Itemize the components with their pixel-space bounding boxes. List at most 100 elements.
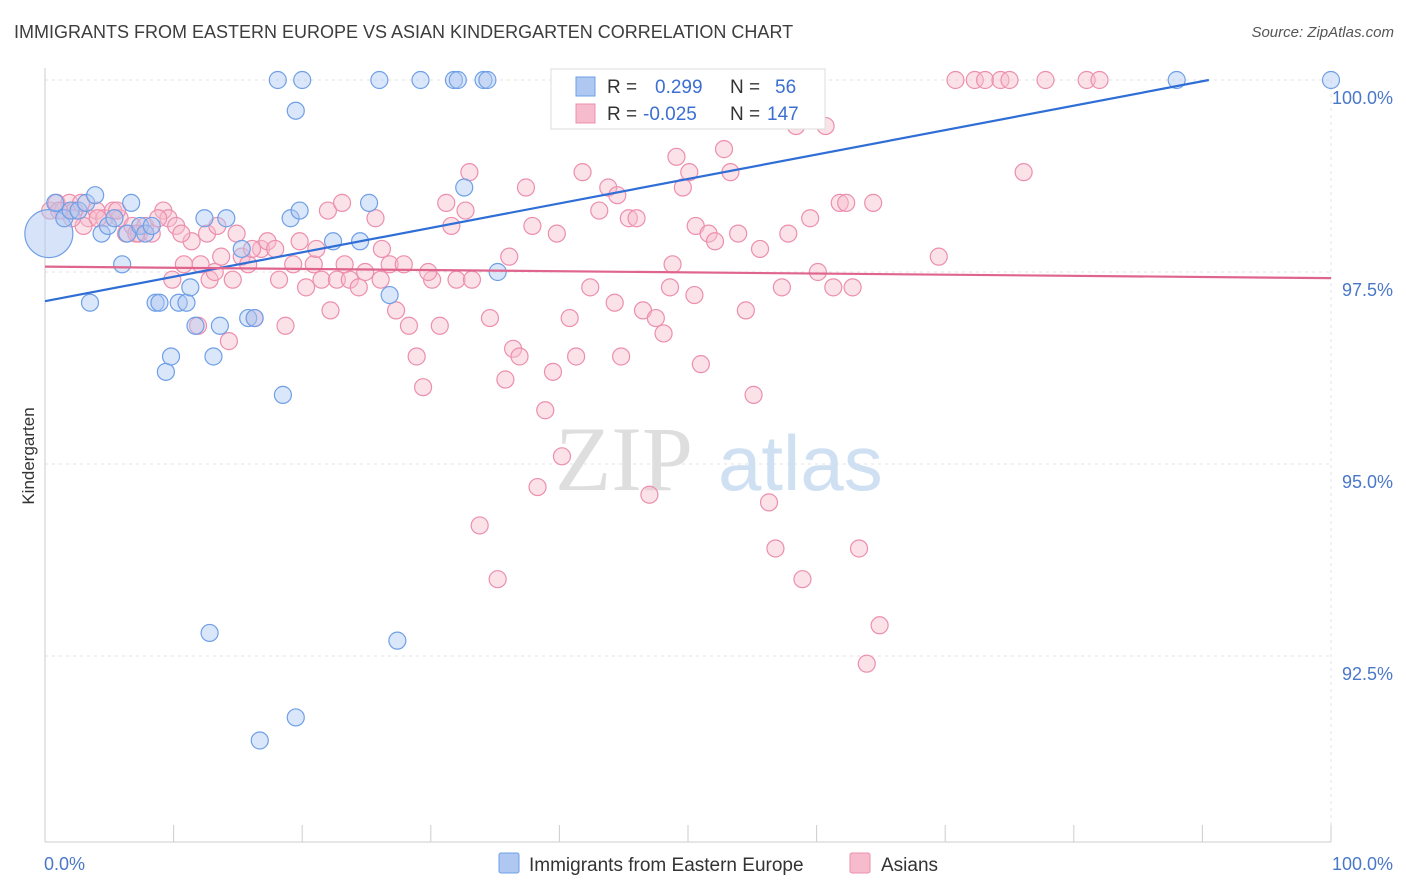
- point-asians-116: [857, 654, 876, 673]
- point-eastern-europe-34: [268, 70, 287, 90]
- point-asians-89: [667, 147, 686, 166]
- point-asians-108: [801, 209, 820, 228]
- point-asians-81: [612, 347, 631, 366]
- chart-title: IMMIGRANTS FROM EASTERN EUROPE VS ASIAN …: [14, 22, 794, 42]
- point-asians-131: [608, 186, 627, 205]
- point-eastern-europe-38: [290, 201, 309, 220]
- point-asians-22: [197, 224, 217, 243]
- point-asians-111: [824, 278, 843, 297]
- point-asians-68: [516, 178, 536, 197]
- point-asians-85: [640, 485, 659, 504]
- axes: [44, 68, 1332, 843]
- point-asians-54: [413, 378, 433, 397]
- point-asians-98: [729, 224, 748, 243]
- legend-swatch-eastern-europe: [498, 852, 520, 874]
- gridlines: [45, 79, 1332, 842]
- point-asians-45: [349, 278, 368, 297]
- point-eastern-europe-22: [177, 293, 196, 312]
- point-asians-33: [266, 239, 285, 259]
- point-asians-120: [946, 70, 965, 90]
- point-eastern-europe-20: [161, 347, 181, 366]
- watermark: ZIP atlas: [555, 408, 883, 510]
- point-asians-87: [654, 324, 673, 343]
- legend-swatch-asians: [849, 852, 871, 874]
- point-asians-51: [394, 255, 413, 274]
- point-eastern-europe-28: [210, 316, 229, 335]
- point-eastern-europe-50: [455, 178, 474, 197]
- point-asians-36: [290, 232, 309, 251]
- point-asians-135: [419, 262, 438, 282]
- point-eastern-europe-19: [156, 362, 175, 381]
- point-asians-26: [219, 332, 238, 351]
- point-asians-86: [646, 308, 665, 328]
- point-asians-78: [590, 201, 609, 220]
- point-eastern-europe-16: [142, 216, 161, 236]
- point-eastern-europe-53: [488, 262, 507, 282]
- stats-r-label-asians: R =: [607, 104, 637, 125]
- stats-swatch-asians: [575, 103, 596, 124]
- point-asians-144: [172, 224, 191, 243]
- point-asians-101: [750, 239, 770, 259]
- point-asians-109: [808, 262, 827, 282]
- point-eastern-europe-52: [478, 70, 497, 90]
- point-asians-35: [284, 255, 303, 274]
- point-asians-83: [627, 209, 646, 228]
- point-asians-134: [460, 163, 479, 182]
- point-asians-38: [304, 255, 323, 274]
- point-asians-67: [510, 347, 529, 366]
- point-eastern-europe-40: [286, 708, 305, 727]
- point-eastern-europe-49: [448, 70, 467, 90]
- point-eastern-europe-23: [181, 278, 200, 297]
- point-asians-145: [163, 270, 182, 289]
- point-eastern-europe-37: [286, 101, 305, 120]
- point-eastern-europe-1: [46, 193, 65, 212]
- point-asians-70: [528, 477, 547, 497]
- point-asians-80: [605, 293, 624, 312]
- point-asians-103: [766, 539, 785, 558]
- point-asians-60: [456, 201, 475, 220]
- point-eastern-europe-39: [293, 70, 312, 90]
- point-asians-32: [258, 232, 277, 251]
- point-eastern-europe-32: [245, 308, 264, 328]
- x-tick-label-0: 0.0%: [44, 854, 85, 874]
- stats-r-value-asians: -0.025: [643, 104, 697, 125]
- point-asians-93: [691, 355, 710, 374]
- point-asians-25: [212, 247, 231, 266]
- source-label: Source: ZipAtlas.com: [1251, 24, 1394, 41]
- y-axis-title: Kindergarten: [19, 407, 38, 504]
- point-eastern-europe-27: [204, 347, 223, 366]
- point-asians-34: [276, 316, 295, 335]
- point-asians-141: [223, 270, 242, 289]
- point-asians-91: [680, 163, 699, 182]
- point-eastern-europe-0: [24, 209, 74, 259]
- point-eastern-europe-30: [232, 239, 251, 259]
- point-eastern-europe-10: [105, 209, 124, 228]
- point-asians-40: [318, 201, 338, 220]
- point-asians-50: [386, 301, 406, 320]
- point-eastern-europe-3: [61, 201, 80, 220]
- point-asians-57: [437, 193, 456, 212]
- point-asians-75: [567, 347, 586, 366]
- point-asians-112: [830, 193, 849, 212]
- point-asians-77: [581, 278, 600, 297]
- point-eastern-europe-45: [380, 285, 399, 305]
- point-asians-72: [543, 362, 563, 381]
- watermark-zip: ZIP: [555, 408, 693, 510]
- point-asians-88: [660, 278, 680, 297]
- point-eastern-europe-18: [150, 293, 169, 312]
- point-asians-41: [321, 301, 340, 320]
- point-asians-42: [327, 270, 347, 289]
- y-tick-label-3: 92.5%: [1342, 664, 1393, 684]
- point-asians-82: [619, 209, 638, 228]
- point-eastern-europe-33: [250, 731, 269, 750]
- point-asians-56: [430, 316, 449, 335]
- point-asians-74: [560, 308, 579, 328]
- point-asians-71: [536, 401, 555, 420]
- trend-line-asians: [44, 265, 1332, 280]
- point-eastern-europe-26: [200, 623, 219, 643]
- point-eastern-europe-21: [169, 293, 188, 312]
- stats-n-label-asians: N =: [730, 104, 760, 125]
- point-asians-53: [407, 347, 426, 366]
- point-eastern-europe-31: [239, 308, 258, 328]
- watermark-atlas: atlas: [718, 419, 883, 507]
